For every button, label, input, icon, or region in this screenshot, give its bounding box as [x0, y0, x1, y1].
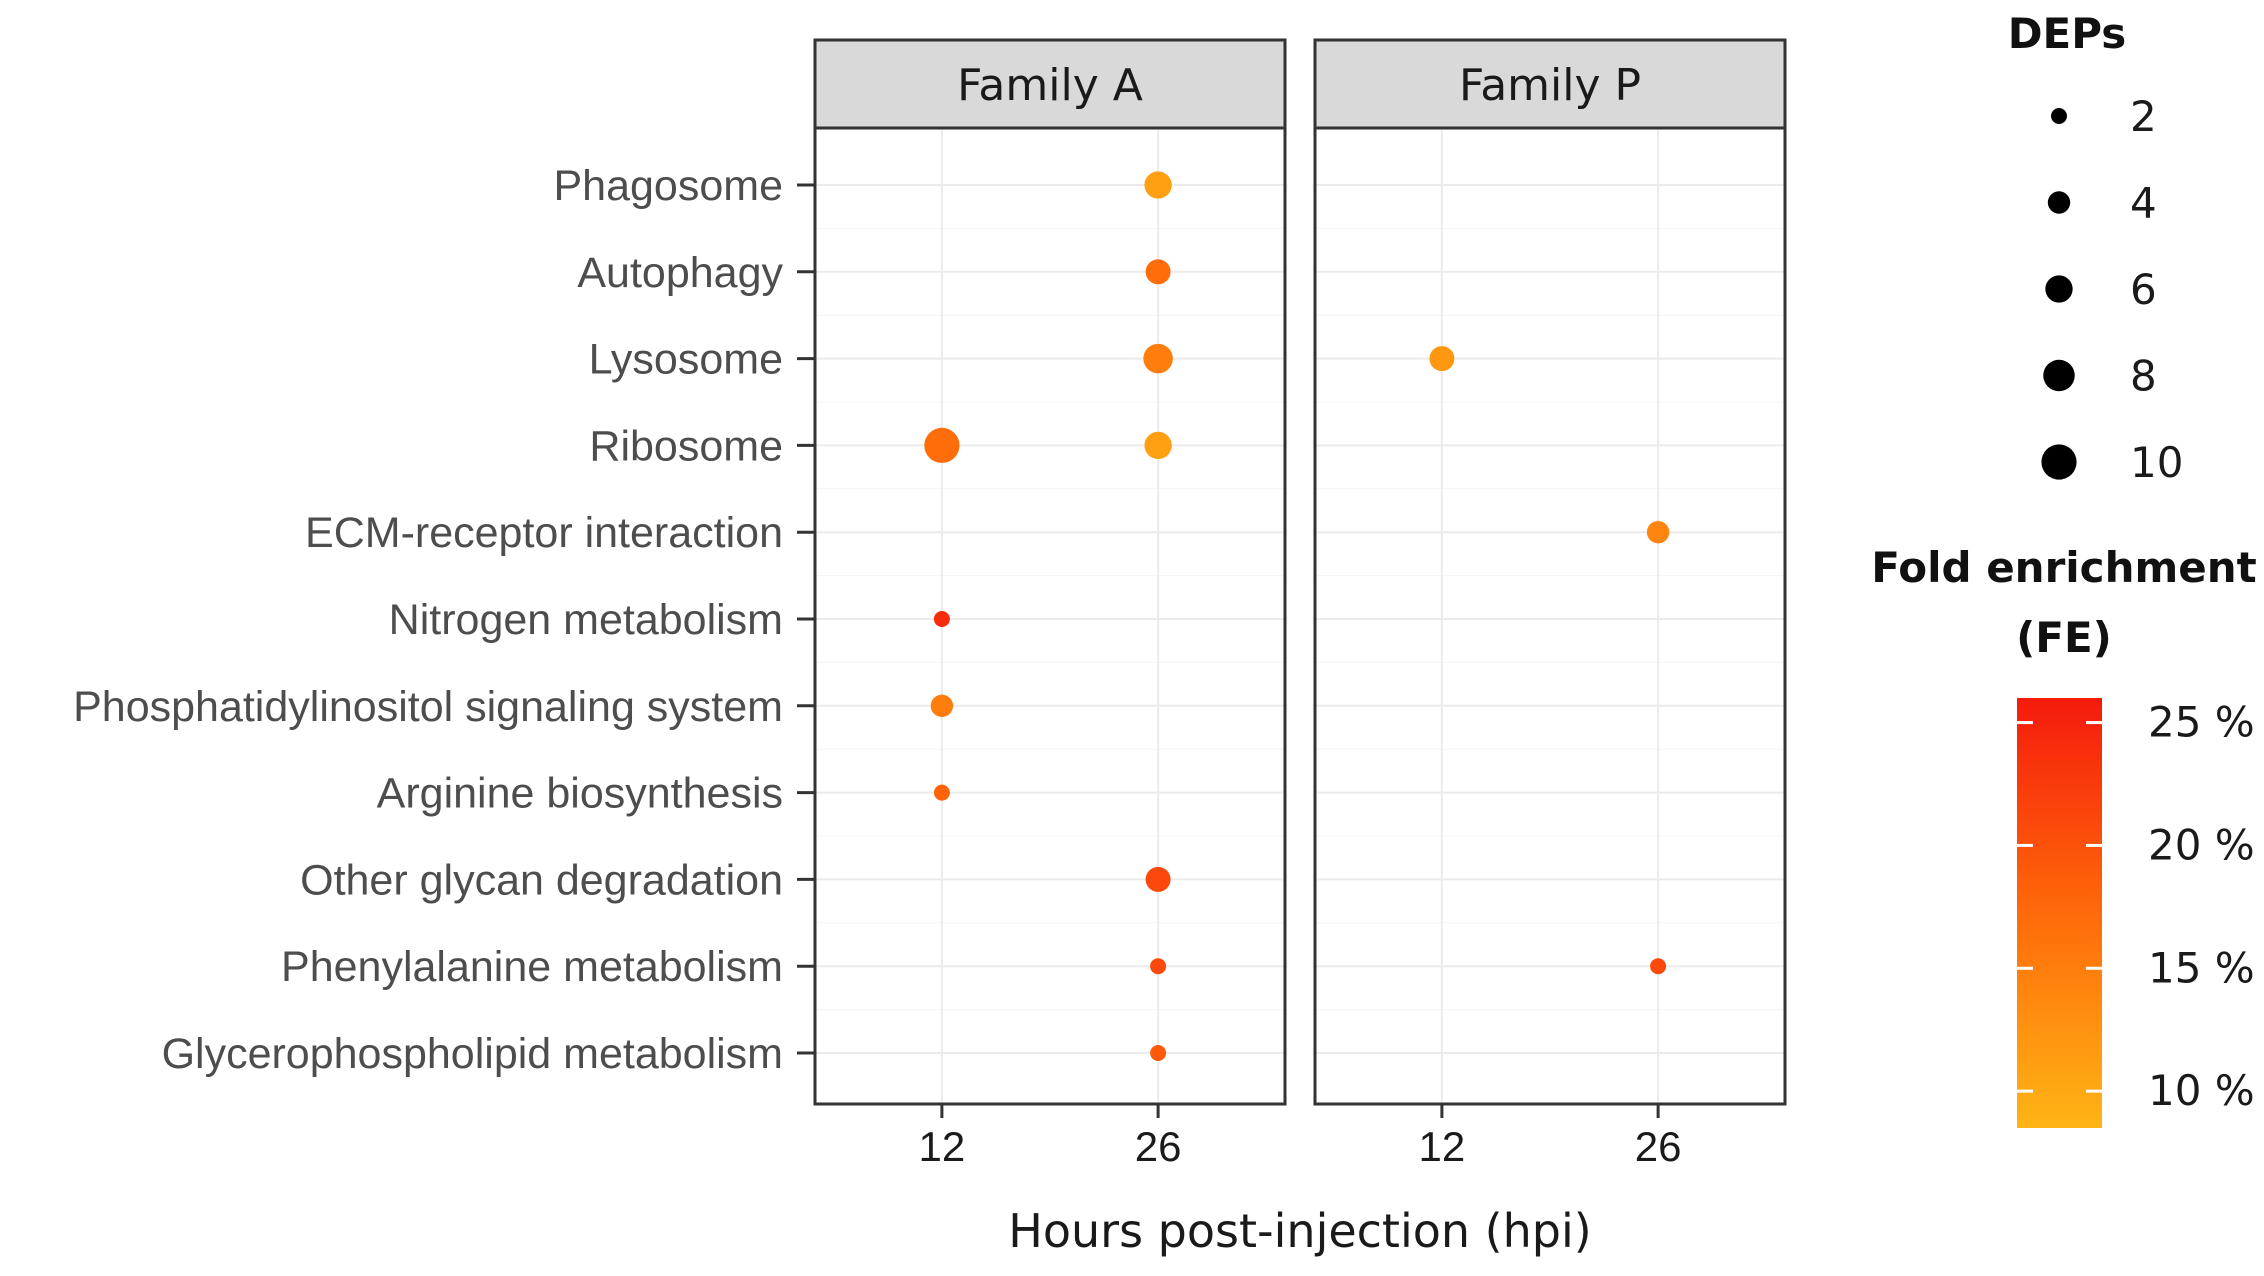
data-point [1646, 521, 1670, 544]
category-label: ECM-receptor interaction [305, 509, 783, 557]
size-legend-label: 10 [2130, 438, 2183, 487]
facet-strip-label: Family A [957, 60, 1143, 111]
data-point [1145, 866, 1171, 892]
category-label: Phagosome [554, 162, 784, 210]
facet-strip [813, 38, 1287, 130]
data-point [1429, 346, 1455, 372]
fe-legend-title-line1: Fold enrichment [1871, 543, 2256, 592]
facet-border [1313, 126, 1787, 1106]
data-point [1144, 431, 1172, 460]
facet-plot-area [1315, 128, 1785, 1104]
colorbar-tick-label: 10 % [2148, 1066, 2255, 1115]
colorbar-tick-label: 20 % [2148, 820, 2255, 869]
facet-strip-label: Family P [1459, 60, 1641, 111]
size-legend-label: 2 [2130, 92, 2157, 141]
facet-strip [1313, 38, 1787, 130]
data-point [1143, 343, 1173, 374]
size-legend-dot [2051, 108, 2067, 124]
facet-panel: Family A 12 26 [813, 38, 1287, 1170]
data-point [1150, 958, 1167, 975]
facet-panel: Family P 12 26 [1313, 38, 1787, 1170]
facet-panels: Family A 12 26 Family P 12 26 [813, 38, 1787, 1170]
deps-size-legend: DEPs 2 4 6 8 10 [2008, 9, 2184, 487]
facet-border [813, 126, 1287, 1106]
data-point [1145, 259, 1171, 285]
category-label: Phenylalanine metabolism [281, 943, 783, 991]
size-legend-label: 4 [2130, 179, 2157, 228]
category-label: Nitrogen metabolism [389, 596, 783, 644]
data-point [930, 694, 954, 717]
data-point [1150, 1045, 1167, 1061]
fold-enrichment-color-legend: Fold enrichment (FE) 25 % 20 % 15 % 10 % [1871, 543, 2257, 1128]
data-point [1650, 958, 1667, 975]
size-legend-dot [2043, 359, 2075, 392]
size-legend-dot [2047, 191, 2071, 214]
deps-legend-title: DEPs [2008, 9, 2127, 58]
x-axis-title: Hours post-injection (hpi) [1008, 1204, 1591, 1258]
x-tick-label: 12 [1419, 1123, 1466, 1170]
data-point [1144, 171, 1172, 199]
y-axis-category-labels: Phagosome Autophagy Lysosome Ribosome ECM-re… [73, 162, 815, 1078]
colorbar-tick-label: 15 % [2148, 943, 2255, 992]
x-tick-label: 26 [1135, 1123, 1182, 1170]
category-label: Ribosome [589, 422, 783, 470]
category-label: Other glycan degradation [300, 856, 783, 904]
fe-legend-title-line2: (FE) [2016, 613, 2112, 662]
category-label: Glycerophospholipid metabolism [162, 1030, 783, 1078]
x-tick-label: 26 [1635, 1123, 1682, 1170]
fe-colorbar [2017, 698, 2102, 1128]
data-point [924, 427, 960, 463]
size-legend-dot [2041, 444, 2077, 480]
size-legend-label: 8 [2130, 352, 2157, 401]
data-point [933, 784, 950, 801]
colorbar-tick-label: 25 % [2148, 698, 2255, 747]
category-label: Autophagy [577, 249, 783, 297]
x-tick-label: 12 [919, 1123, 966, 1170]
category-label: Lysosome [589, 336, 783, 384]
category-label: Phosphatidylinositol signaling system [73, 683, 783, 731]
data-point [933, 611, 950, 627]
size-legend-dot [2045, 275, 2073, 303]
category-label: Arginine biosynthesis [377, 770, 783, 818]
facet-plot-area [815, 128, 1285, 1104]
size-legend-label: 6 [2130, 265, 2157, 314]
